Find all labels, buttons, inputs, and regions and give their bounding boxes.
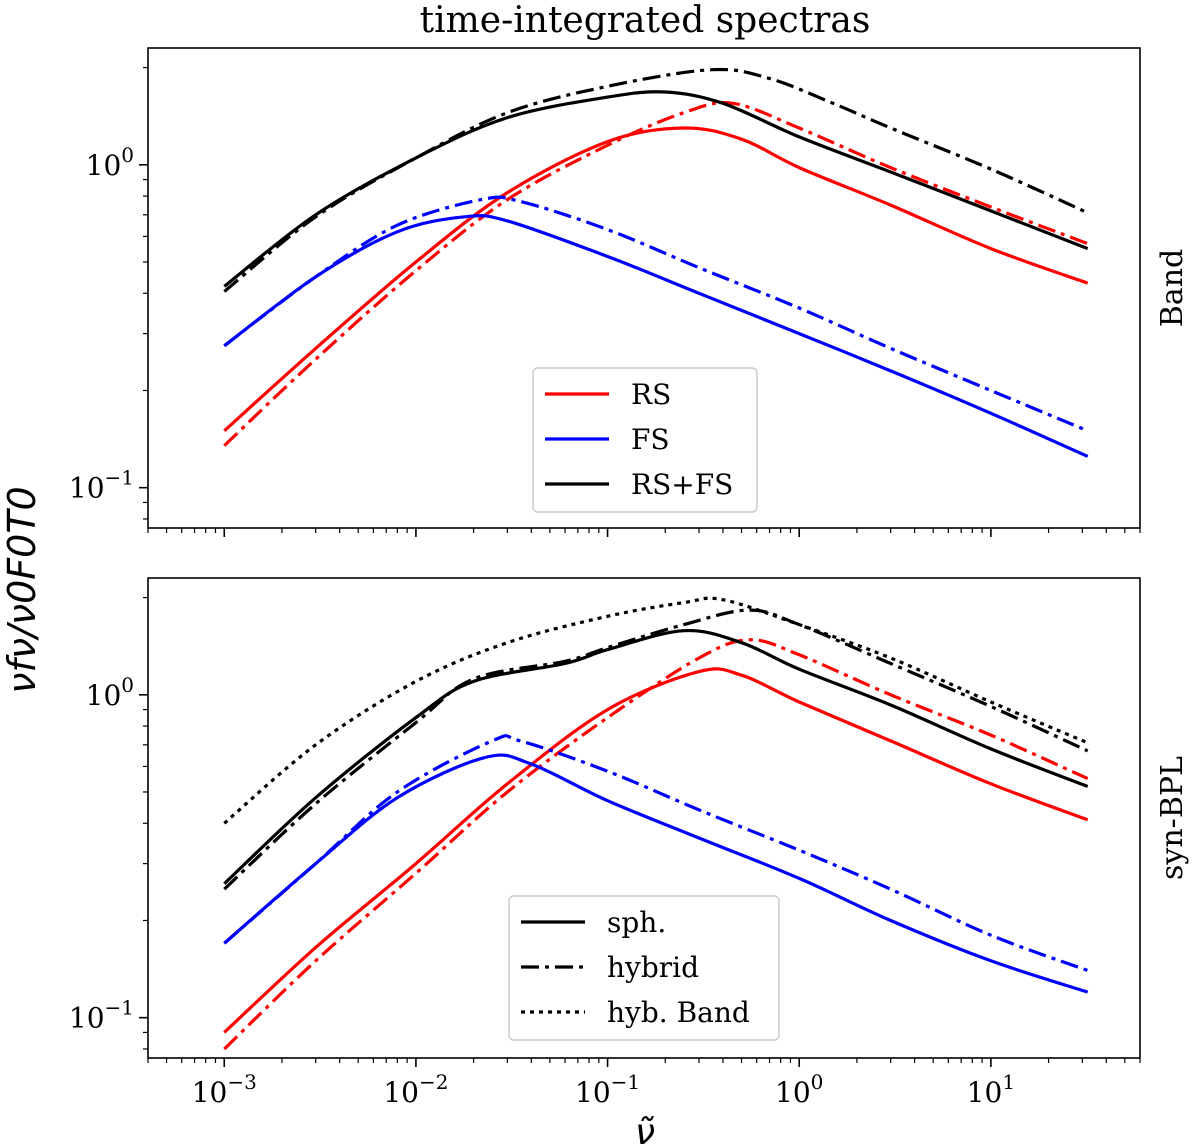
series-line-rs-hybrid (223, 101, 1089, 447)
x-axis-label: ν̃ (635, 1112, 655, 1148)
panel-syn-bpl: 10−3 10−2 10−1 100 101 10−1 100 syn-BPL sph. hybr… (69, 577, 1190, 1109)
series-line-rs-sph (223, 667, 1089, 1034)
legend-label: RS (631, 378, 671, 411)
x-tick-label: 101 (967, 1070, 1015, 1109)
y-tick-label: 100 (86, 673, 134, 712)
x-tick-label: 10−2 (383, 1070, 448, 1109)
legend-label: hyb. Band (607, 996, 750, 1029)
series-line-rs-sph (223, 126, 1089, 432)
x-tick-label: 10−1 (575, 1070, 640, 1109)
legend-box (508, 895, 780, 1041)
legend-label: FS (631, 423, 670, 456)
legend: RS FS RS+FS (532, 367, 758, 513)
series-line-fs-hybrid (223, 734, 1089, 973)
series-group (223, 67, 1089, 458)
y-tick-label: 100 (86, 143, 134, 182)
series-line-fs-hybrid (223, 195, 1089, 433)
series-line-rs-plus-fs-sph (223, 90, 1089, 288)
y-tick-label: 10−1 (69, 466, 134, 505)
panel-band: 10−1 100 Band RS FS RS+FS (69, 47, 1190, 537)
legend-label: RS+FS (631, 468, 733, 501)
series-line-rs-plus-fs-hybrid (223, 67, 1089, 293)
series-group (223, 596, 1089, 1051)
panel-label: Band (1155, 249, 1190, 327)
series-line-fs-sph (223, 753, 1089, 994)
axes-frame (147, 577, 1141, 1059)
legend-box (532, 367, 758, 513)
series-line-rs-plus-fs-hybrid (223, 608, 1089, 891)
legend: sph. hybrid hyb. Band (508, 895, 780, 1041)
legend-label: sph. (607, 906, 666, 939)
panel-label: syn-BPL (1155, 756, 1190, 880)
series-line-fs-sph (223, 213, 1089, 458)
y-axis-label: νfν/ν0F0T0 (0, 486, 44, 693)
x-tick-label: 10−3 (192, 1070, 257, 1109)
axes-frame (147, 47, 1141, 529)
series-line-rs-plus-fs-hyb-band (223, 596, 1089, 825)
series-line-rs-hybrid (223, 638, 1089, 1051)
series-line-rs-plus-fs-sph (223, 629, 1089, 885)
figure-title: time-integrated spectras (420, 0, 871, 41)
legend-label: hybrid (607, 951, 699, 984)
x-tick-label: 100 (775, 1070, 823, 1109)
y-tick-label: 10−1 (69, 996, 134, 1035)
